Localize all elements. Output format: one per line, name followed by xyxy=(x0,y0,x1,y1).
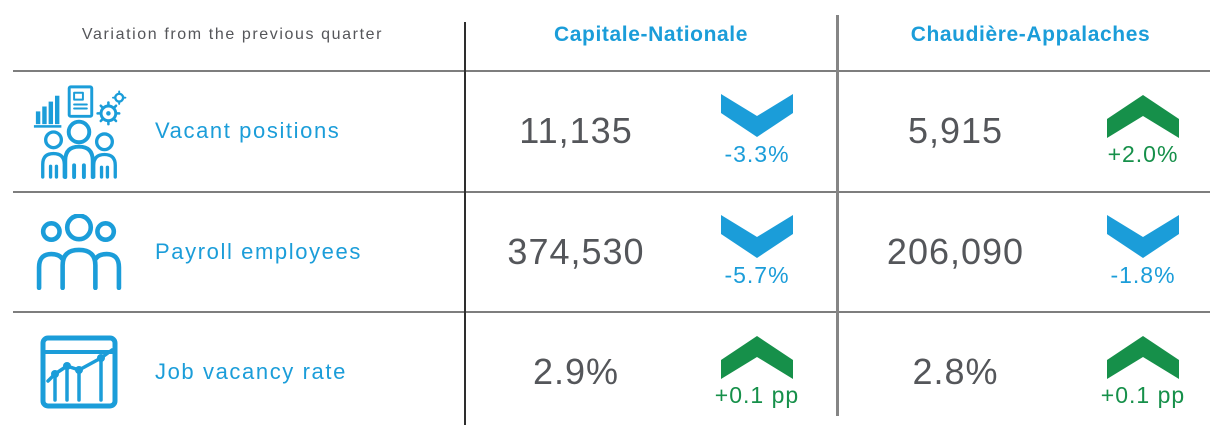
chevron-up-icon xyxy=(1107,335,1179,379)
workforce-analysis-icon xyxy=(25,82,133,180)
metric-label-cell: Vacant positions xyxy=(0,71,465,191)
metric-value: 2.8% xyxy=(912,350,999,392)
value-cell-chaudiere-appalaches: 2.8% +0.1 pp xyxy=(839,312,1222,431)
metric-value: 206,090 xyxy=(886,230,1025,272)
table-row-payroll-employees: Payroll employees 374,530 -5.7% 206,090 … xyxy=(0,192,1222,311)
metric-value: 5,915 xyxy=(907,110,1004,151)
change-value: -3.3% xyxy=(724,141,790,167)
chevron-down-icon xyxy=(721,214,793,258)
metric-label-cell: Job vacancy rate xyxy=(0,312,465,431)
table-row-job-vacancy-rate: Job vacancy rate 2.9% +0.1 pp 2.8% +0.1 … xyxy=(0,312,1222,431)
change-indicator: +0.1 pp xyxy=(686,335,836,409)
metric-label: Vacant positions xyxy=(155,118,341,143)
metric-label-cell: Payroll employees xyxy=(0,192,465,311)
table-caption: Variation from the previous quarter xyxy=(81,26,384,43)
change-value: -5.7% xyxy=(724,261,790,288)
metric-value: 374,530 xyxy=(507,230,645,272)
change-indicator: -1.8% xyxy=(1072,214,1222,289)
value-cell-chaudiere-appalaches: 206,090 -1.8% xyxy=(839,192,1222,311)
column-header-capitale-nationale: Capitale-Nationale xyxy=(553,23,748,46)
metric-label: Payroll employees xyxy=(155,238,362,264)
change-value: +2.0% xyxy=(1107,141,1179,167)
row-divider xyxy=(13,191,1210,193)
chevron-down-icon xyxy=(1107,214,1179,258)
value-cell-capitale-nationale: 11,135 -3.3% xyxy=(466,71,836,191)
change-value: +0.1 pp xyxy=(1100,381,1186,408)
chart-window-icon xyxy=(25,332,133,412)
table-row-vacant-positions: Vacant positions 11,135 -3.3% 5,915 +2.0… xyxy=(0,71,1222,191)
metric-label: Job vacancy rate xyxy=(155,358,347,384)
metric-value: 11,135 xyxy=(519,110,633,151)
people-group-icon xyxy=(25,213,133,290)
value-cell-chaudiere-appalaches: 5,915 +2.0% xyxy=(839,71,1222,191)
value-cell-capitale-nationale: 374,530 -5.7% xyxy=(466,192,836,311)
change-indicator: -3.3% xyxy=(686,94,836,168)
change-indicator: -5.7% xyxy=(686,214,836,289)
chevron-up-icon xyxy=(1107,95,1179,138)
row-divider xyxy=(13,311,1210,313)
value-cell-capitale-nationale: 2.9% +0.1 pp xyxy=(466,312,836,431)
chevron-up-icon xyxy=(721,335,793,379)
column-header-chaudiere-appalaches: Chaudière-Appalaches xyxy=(910,23,1151,46)
metric-value: 2.9% xyxy=(532,350,620,392)
chevron-down-icon xyxy=(721,94,793,137)
change-indicator: +0.1 pp xyxy=(1072,335,1222,409)
change-indicator: +2.0% xyxy=(1072,94,1222,168)
row-divider xyxy=(13,70,1210,72)
change-value: -1.8% xyxy=(1110,261,1176,288)
column-divider xyxy=(464,22,466,425)
column-divider xyxy=(836,15,839,416)
change-value: +0.1 pp xyxy=(714,381,800,408)
